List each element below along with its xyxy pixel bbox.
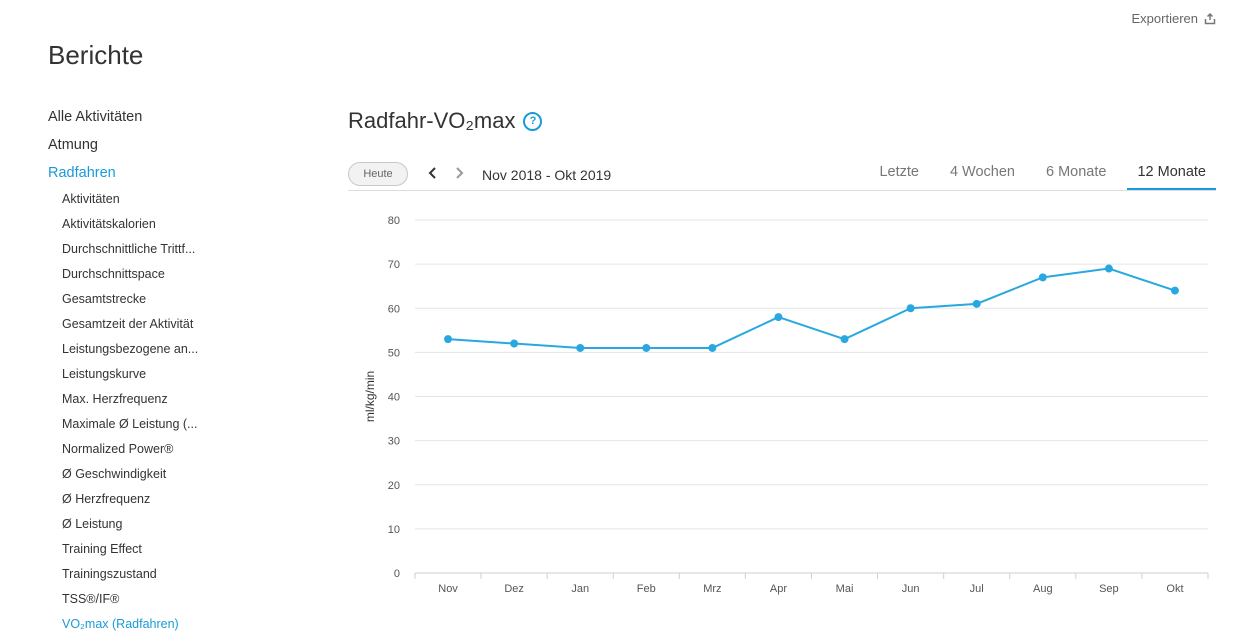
y-tick-label: 50 (388, 347, 400, 359)
export-label: Exportieren (1131, 11, 1198, 26)
nav-subitem[interactable]: Aktivitäten (62, 192, 120, 206)
cycling-submenu: Aktivitäten Aktivitätskalorien Durchschn… (48, 191, 268, 641)
data-point (1170, 286, 1179, 295)
today-button[interactable]: Heute (348, 162, 408, 186)
x-tick-label: Dez (504, 583, 524, 595)
y-tick-label: 60 (388, 303, 400, 315)
x-tick-label: Mai (836, 583, 854, 595)
x-tick-label: Mrz (703, 583, 721, 595)
y-tick-label: 20 (388, 480, 400, 492)
x-tick-label: Apr (770, 583, 787, 595)
x-tick-label: Sep (1099, 583, 1119, 595)
date-toolbar: Heute Nov 2018 - Okt 2019 Letzte 4 Woche… (348, 158, 1216, 191)
y-tick-label: 40 (388, 392, 400, 404)
y-tick-label: 0 (394, 568, 400, 580)
x-tick-label: Aug (1033, 583, 1053, 595)
series-line (447, 267, 1176, 349)
data-point (444, 335, 453, 344)
page-title: Berichte (48, 40, 144, 70)
question-circle-icon[interactable]: ? (523, 111, 543, 131)
nav-item-breathing[interactable]: Atmung (48, 137, 98, 153)
nav-subitem[interactable]: Durchschnittspace (62, 267, 165, 281)
nav-subitem[interactable]: Leistungsbezogene an... (62, 342, 199, 356)
y-tick-label: 80 (388, 215, 400, 227)
nav-subitem[interactable]: Durchschnittliche Trittf... (62, 242, 196, 256)
y-tick-label: 30 (388, 436, 400, 448)
data-point (642, 343, 651, 352)
nav-subitem[interactable]: Max. Herzfrequenz (62, 392, 168, 406)
data-point (708, 343, 717, 352)
nav-subitem[interactable]: Trainingszustand (62, 567, 157, 581)
tab-12-months[interactable]: 12 Monate (1127, 158, 1216, 190)
x-tick-label: Jan (571, 583, 589, 595)
data-point (840, 335, 849, 344)
nav-subitem[interactable]: Ø Herzfrequenz (62, 492, 151, 506)
x-tick-label: Jul (970, 583, 984, 595)
y-tick-label: 70 (388, 259, 400, 271)
nav-subitem[interactable]: Normalized Power® (62, 442, 174, 456)
x-tick-label: Jun (902, 583, 920, 595)
reports-sidebar: Alle Aktivitäten Atmung Radfahren Aktivi… (48, 107, 268, 641)
nav-subitem[interactable]: Aktivitätskalorien (62, 217, 156, 231)
data-point (972, 299, 981, 308)
report-title-text: Radfahr-VO₂max (348, 108, 516, 133)
x-tick-label: Nov (438, 583, 458, 595)
x-tick-label: Feb (637, 583, 656, 595)
nav-subitem[interactable]: Gesamtstrecke (62, 292, 147, 306)
chevron-left-icon[interactable] (426, 166, 440, 180)
nav-item-cycling[interactable]: Radfahren (48, 165, 116, 181)
data-point (906, 304, 915, 313)
tab-latest[interactable]: Letzte (879, 164, 919, 180)
report-title: Radfahr-VO₂max ? (348, 108, 543, 134)
period-tabs: Letzte 4 Wochen 6 Monate 12 Monate (848, 158, 1216, 190)
tab-4-weeks[interactable]: 4 Wochen (949, 164, 1015, 180)
tab-6-months[interactable]: 6 Monate (1046, 164, 1107, 180)
nav-subitem[interactable]: Leistungskurve (62, 367, 147, 381)
nav-subitem[interactable]: Maximale Ø Leistung (... (62, 417, 198, 431)
nav-subitem[interactable]: Gesamtzeit der Aktivität (62, 317, 194, 331)
nav-subitem[interactable]: Training Effect (62, 542, 142, 556)
nav-subitem[interactable]: TSS®/IF® (62, 592, 120, 606)
vo2max-line-chart: 0 10 20 30 40 50 60 70 80 Nov Dez Jan Feb Mrz Apr Mai Ju… (363, 215, 1209, 595)
nav-item-all-activities[interactable]: Alle Aktivitäten (48, 109, 143, 125)
chevron-right-icon[interactable] (452, 166, 466, 180)
data-point (1104, 264, 1113, 273)
nav-subitem-vo2max-cycling[interactable]: VO₂max (Radfahren) (62, 617, 179, 631)
export-icon (1204, 12, 1216, 24)
date-range-label: Nov 2018 - Okt 2019 (482, 167, 612, 183)
nav-subitem[interactable]: Ø Geschwindigkeit (62, 467, 167, 481)
x-tick-label: Okt (1166, 583, 1183, 595)
y-tick-label: 10 (388, 524, 400, 536)
export-button[interactable]: Exportieren (1132, 11, 1216, 26)
nav-subitem[interactable]: Ø Leistung (62, 517, 123, 531)
data-point (774, 313, 783, 322)
data-point (576, 343, 585, 352)
y-axis-label: ml/kg/min (363, 371, 377, 422)
data-point (510, 339, 519, 348)
data-point (1038, 273, 1047, 282)
